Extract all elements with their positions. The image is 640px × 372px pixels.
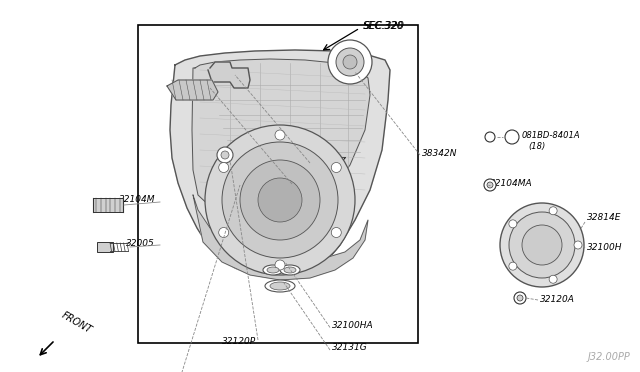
Circle shape <box>484 179 496 191</box>
Text: 32005: 32005 <box>126 238 155 247</box>
Text: SEC.320: SEC.320 <box>364 21 405 31</box>
Circle shape <box>549 275 557 283</box>
Text: 32100HA: 32100HA <box>332 321 374 330</box>
Circle shape <box>332 163 341 173</box>
Polygon shape <box>170 50 390 278</box>
Circle shape <box>509 212 575 278</box>
Text: 081BD-8401A: 081BD-8401A <box>522 131 580 140</box>
Circle shape <box>509 220 517 228</box>
Ellipse shape <box>270 282 290 290</box>
Text: SEC.320: SEC.320 <box>363 21 404 31</box>
Polygon shape <box>192 59 370 223</box>
Circle shape <box>275 260 285 270</box>
Circle shape <box>514 292 526 304</box>
Circle shape <box>343 55 357 69</box>
Circle shape <box>487 182 493 188</box>
Ellipse shape <box>280 265 300 275</box>
Circle shape <box>332 228 341 237</box>
Circle shape <box>240 160 320 240</box>
Circle shape <box>258 178 302 222</box>
Ellipse shape <box>284 267 296 273</box>
Text: 32100H: 32100H <box>587 244 623 253</box>
Circle shape <box>219 228 228 237</box>
Circle shape <box>221 151 229 159</box>
Text: FRONT: FRONT <box>60 310 94 335</box>
Text: 32104MA: 32104MA <box>490 180 532 189</box>
Polygon shape <box>167 80 218 100</box>
Text: 32131G: 32131G <box>332 343 368 353</box>
Circle shape <box>509 262 517 270</box>
Polygon shape <box>208 62 250 88</box>
Text: 32120P: 32120P <box>222 337 256 346</box>
Circle shape <box>485 132 495 142</box>
Text: J32.00PP: J32.00PP <box>588 352 630 362</box>
Text: 38342N: 38342N <box>422 150 458 158</box>
Circle shape <box>328 40 372 84</box>
Ellipse shape <box>265 280 295 292</box>
Text: B: B <box>509 134 515 140</box>
Text: 32120A: 32120A <box>540 295 575 305</box>
Circle shape <box>517 295 523 301</box>
Circle shape <box>574 241 582 249</box>
Polygon shape <box>193 195 368 280</box>
Ellipse shape <box>263 265 283 275</box>
Circle shape <box>219 163 228 173</box>
Circle shape <box>522 225 562 265</box>
Bar <box>97 242 113 252</box>
Bar <box>138 25 418 343</box>
Circle shape <box>217 147 233 163</box>
Circle shape <box>500 203 584 287</box>
Circle shape <box>205 125 355 275</box>
Circle shape <box>549 207 557 215</box>
Circle shape <box>505 130 519 144</box>
Ellipse shape <box>267 267 279 273</box>
Bar <box>93 198 123 212</box>
Circle shape <box>222 142 338 258</box>
Text: 32814E: 32814E <box>587 214 621 222</box>
Text: (18): (18) <box>528 142 545 151</box>
Text: 32137: 32137 <box>261 182 290 190</box>
Text: 38352Z: 38352Z <box>312 157 347 167</box>
Circle shape <box>275 130 285 140</box>
Circle shape <box>336 48 364 76</box>
Text: 32104M: 32104M <box>118 196 155 205</box>
